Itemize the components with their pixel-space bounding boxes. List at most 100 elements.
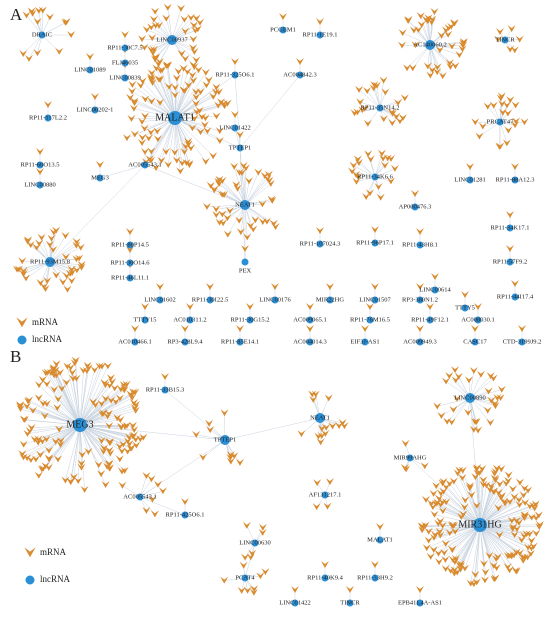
mrna-node xyxy=(100,444,109,452)
edge xyxy=(441,397,471,417)
edge xyxy=(76,378,81,426)
mrna-node xyxy=(86,53,94,60)
node-label: RP11-1E19.1 xyxy=(303,31,338,38)
mrna-node xyxy=(512,548,521,556)
mrna-node xyxy=(77,260,86,268)
mrna-node xyxy=(508,485,517,493)
mrna-node xyxy=(184,140,193,148)
mrna-node xyxy=(62,272,71,280)
edge xyxy=(53,389,81,426)
mrna-node xyxy=(437,412,446,420)
edge xyxy=(99,164,146,179)
node-label: RP11-30I22.5 xyxy=(192,296,228,303)
node-label: AC140060.2 xyxy=(413,41,446,48)
mrna-node xyxy=(426,71,435,79)
node-label: TPTEP1 xyxy=(229,144,251,151)
mrna-node xyxy=(172,156,181,164)
mrna-node xyxy=(317,432,326,440)
mrna-node xyxy=(431,273,439,280)
edge xyxy=(477,473,481,526)
mrna-node xyxy=(32,243,41,251)
mrna-node xyxy=(191,88,200,96)
edge xyxy=(479,524,508,568)
edge xyxy=(23,424,81,445)
mrna-node xyxy=(72,255,81,263)
panel-label: A xyxy=(10,5,23,24)
mrna-node xyxy=(335,421,344,429)
mrna-node xyxy=(469,425,478,433)
mrna-node xyxy=(267,195,276,203)
mrna-node xyxy=(209,92,218,100)
mrna-node xyxy=(535,520,544,528)
mrna-node xyxy=(466,482,475,490)
mrna-node xyxy=(503,552,512,560)
edge xyxy=(29,424,81,432)
mrna-node xyxy=(156,75,165,83)
mrna-node xyxy=(492,464,501,472)
mrna-node xyxy=(503,109,512,117)
node-label: RP3-428L9.4 xyxy=(167,338,203,345)
node-label: MALAT1 xyxy=(367,536,393,543)
mrna-node xyxy=(426,303,434,310)
mrna-node xyxy=(512,525,521,533)
mrna-node xyxy=(211,88,220,96)
edge xyxy=(443,481,481,526)
mrna-node xyxy=(371,226,379,233)
node-label: RP11-30C7.5 xyxy=(107,44,142,51)
edge xyxy=(26,15,43,36)
mrna-node xyxy=(68,268,77,276)
mrna-node xyxy=(471,570,480,578)
edge xyxy=(479,480,484,526)
mrna-node xyxy=(489,374,498,382)
lncrna-node xyxy=(366,316,374,324)
node-label: AC004842.3 xyxy=(283,71,316,78)
mrna-node xyxy=(151,55,160,63)
mrna-node xyxy=(132,441,141,449)
mrna-node xyxy=(230,162,239,170)
mrna-node xyxy=(192,99,201,107)
mrna-node xyxy=(97,470,106,478)
mrna-node xyxy=(63,362,72,370)
mrna-node xyxy=(116,416,125,424)
node-label: RP11-80P14.5 xyxy=(111,241,149,248)
edge xyxy=(479,524,525,537)
mrna-node xyxy=(105,464,114,472)
mrna-node xyxy=(165,82,174,90)
mrna-node xyxy=(39,399,48,407)
mrna-node xyxy=(374,182,383,190)
node-label: RP11-107024.3 xyxy=(300,240,341,247)
mrna-node xyxy=(243,233,252,241)
mrna-node xyxy=(484,387,493,395)
mrna-node xyxy=(354,173,363,181)
mrna-node xyxy=(13,265,22,273)
mrna-node xyxy=(475,132,484,140)
mrna-node xyxy=(472,501,481,509)
node-label: RP3-380N1.2 xyxy=(402,296,438,303)
mrna-node xyxy=(78,450,87,458)
mrna-node xyxy=(308,390,317,398)
mrna-node xyxy=(469,367,478,375)
mrna-node xyxy=(184,81,193,89)
mrna-node xyxy=(145,155,154,163)
mrna-node xyxy=(38,6,47,14)
node-label: RP11-35N14.2 xyxy=(361,104,400,111)
mrna-node xyxy=(101,481,110,489)
mrna-node xyxy=(153,127,162,135)
edge xyxy=(79,424,110,465)
mrna-node xyxy=(241,553,250,561)
edge xyxy=(174,72,207,119)
mrna-node xyxy=(506,96,515,104)
mrna-node xyxy=(346,586,354,593)
mrna-node xyxy=(119,440,128,448)
mrna-node xyxy=(196,128,205,136)
mrna-node xyxy=(422,544,431,552)
mrna-node xyxy=(496,394,505,402)
mrna-node xyxy=(140,124,149,132)
mrna-node xyxy=(512,567,521,575)
mrna-node xyxy=(411,190,419,197)
mrna-node xyxy=(455,466,464,474)
edge xyxy=(79,366,103,426)
mrna-node xyxy=(491,402,500,410)
mrna-node xyxy=(436,500,445,508)
edge xyxy=(171,8,182,41)
